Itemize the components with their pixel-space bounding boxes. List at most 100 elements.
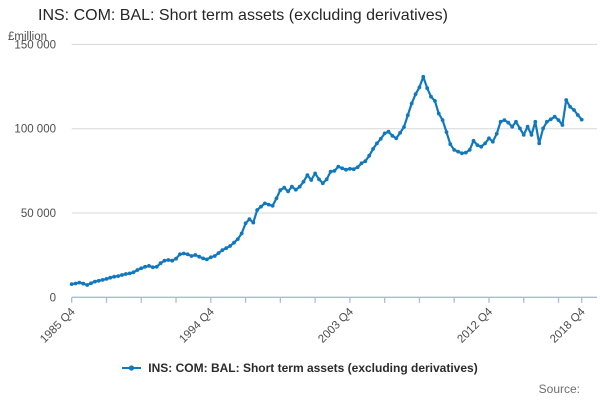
data-point[interactable] (77, 280, 82, 285)
data-point[interactable] (93, 279, 97, 284)
data-point[interactable] (390, 133, 395, 138)
data-point[interactable] (460, 151, 464, 156)
data-point[interactable] (81, 281, 86, 286)
data-point[interactable] (413, 92, 418, 96)
data-point[interactable] (96, 278, 101, 283)
data-point[interactable] (309, 178, 314, 182)
data-point[interactable] (363, 159, 368, 164)
data-point[interactable] (367, 153, 372, 158)
data-point[interactable] (510, 124, 515, 129)
data-point[interactable] (228, 244, 233, 248)
data-point[interactable] (135, 268, 140, 272)
data-point[interactable] (293, 187, 298, 192)
data-point[interactable] (89, 281, 93, 286)
data-point[interactable] (220, 248, 225, 253)
data-point[interactable] (436, 111, 441, 116)
data-point[interactable] (150, 265, 155, 270)
data-point[interactable] (417, 85, 422, 90)
data-point[interactable] (568, 104, 572, 109)
data-point[interactable] (178, 252, 182, 257)
data-point[interactable] (313, 171, 317, 176)
data-point[interactable] (239, 231, 244, 236)
data-point[interactable] (440, 118, 445, 122)
data-point[interactable] (216, 251, 221, 256)
data-point[interactable] (518, 126, 522, 131)
data-point[interactable] (483, 141, 487, 146)
data-point[interactable] (266, 202, 271, 207)
data-point[interactable] (320, 181, 325, 186)
data-point[interactable] (340, 166, 345, 171)
data-point[interactable] (259, 204, 263, 209)
data-point[interactable] (243, 221, 248, 226)
data-point[interactable] (305, 173, 310, 178)
data-point[interactable] (131, 270, 136, 275)
data-point[interactable] (405, 113, 410, 118)
data-point[interactable] (147, 264, 151, 268)
data-point[interactable] (224, 246, 229, 251)
data-point[interactable] (548, 117, 553, 122)
data-point[interactable] (359, 161, 364, 166)
data-point[interactable] (263, 201, 267, 206)
data-point[interactable] (541, 126, 545, 131)
data-point[interactable] (552, 114, 557, 119)
data-point[interactable] (193, 253, 198, 257)
data-point[interactable] (181, 251, 186, 256)
data-point[interactable] (433, 99, 437, 103)
data-point[interactable] (572, 108, 576, 112)
data-point[interactable] (189, 254, 194, 258)
data-point[interactable] (525, 124, 530, 129)
data-point[interactable] (556, 118, 561, 122)
data-point[interactable] (371, 147, 375, 151)
data-point[interactable] (494, 131, 499, 136)
data-point[interactable] (425, 86, 430, 91)
data-point[interactable] (533, 119, 538, 124)
data-point[interactable] (529, 133, 534, 137)
data-point[interactable] (537, 141, 542, 146)
data-point[interactable] (85, 283, 90, 287)
data-point[interactable] (104, 277, 109, 281)
data-point[interactable] (394, 136, 399, 141)
data-point[interactable] (575, 113, 580, 117)
data-point[interactable] (270, 203, 275, 208)
data-point[interactable] (166, 258, 171, 262)
data-point[interactable] (479, 144, 484, 149)
data-point[interactable] (127, 271, 132, 276)
data-point[interactable] (73, 281, 78, 286)
data-point[interactable] (429, 94, 433, 99)
data-point[interactable] (317, 177, 321, 182)
data-point[interactable] (471, 138, 476, 143)
data-point[interactable] (355, 165, 360, 170)
data-point[interactable] (274, 196, 279, 201)
data-point[interactable] (386, 129, 391, 134)
data-point[interactable] (336, 164, 341, 169)
data-point[interactable] (278, 188, 283, 193)
data-point[interactable] (286, 189, 290, 194)
data-point[interactable] (255, 208, 260, 212)
data-point[interactable] (375, 141, 379, 146)
data-point[interactable] (108, 275, 113, 280)
data-point[interactable] (502, 118, 507, 122)
data-point[interactable] (421, 74, 426, 79)
data-point[interactable] (162, 258, 167, 263)
data-point[interactable] (247, 217, 252, 222)
data-point[interactable] (174, 256, 178, 261)
data-point[interactable] (208, 255, 213, 260)
data-point[interactable] (564, 98, 569, 102)
data-point[interactable] (290, 184, 294, 189)
data-point[interactable] (409, 101, 414, 106)
data-point[interactable] (120, 273, 124, 277)
data-point[interactable] (201, 256, 206, 261)
data-point[interactable] (154, 264, 159, 269)
data-point[interactable] (378, 136, 383, 141)
data-point[interactable] (382, 131, 387, 136)
data-point[interactable] (212, 254, 217, 258)
data-point[interactable] (235, 237, 240, 242)
data-point[interactable] (402, 125, 406, 129)
data-point[interactable] (351, 167, 356, 172)
data-point[interactable] (251, 220, 256, 225)
data-point[interactable] (297, 184, 302, 189)
data-point[interactable] (545, 119, 549, 124)
data-point[interactable] (324, 177, 329, 182)
data-point[interactable] (444, 130, 449, 135)
